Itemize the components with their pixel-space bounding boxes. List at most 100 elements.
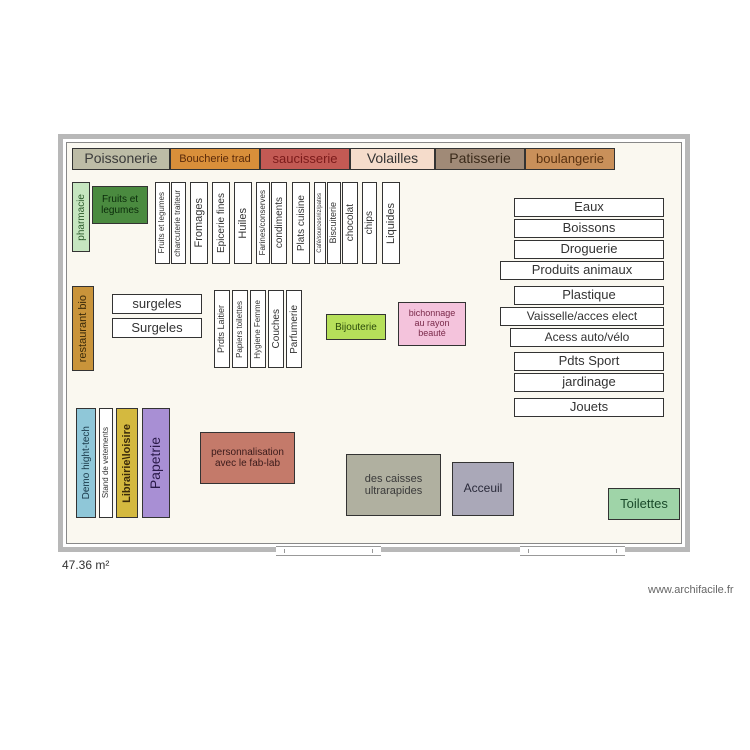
zone-prdts-laitier: Prdts Laitier [214, 290, 230, 368]
zone-farines: Farines/conserves [256, 182, 270, 264]
zone-label: charcuterie traiteur [174, 190, 183, 257]
zone-boulangerie: boulangerie [525, 148, 615, 170]
zone-label: Fruits et legumes [158, 192, 167, 253]
zone-label: Farines/conserves [259, 190, 268, 255]
zone-label: boulangerie [532, 150, 608, 168]
zone-surgeles1: surgeles [112, 294, 202, 314]
zone-patisserie: Patisserie [435, 148, 525, 170]
zone-label: Boucherie trad [175, 151, 255, 167]
zone-label: Patisserie [445, 149, 514, 168]
zone-label: Surgeles [127, 319, 186, 337]
zone-fablab: personnalisation avec le fab-lab [200, 432, 295, 484]
zone-label: Prdts Laitier [217, 305, 227, 353]
zone-label: condiments [274, 197, 285, 248]
area-label: 47.36 m² [62, 558, 109, 572]
zone-cafe: Café/sources/riz/pates [314, 182, 326, 264]
zone-boucherie: Boucherie trad [170, 148, 260, 170]
zone-label: Acess auto/vélo [541, 329, 634, 346]
zone-parfumerie: Parfumerie [286, 290, 302, 368]
zone-label: Liquides [385, 203, 397, 244]
zone-label: surgeles [128, 295, 185, 313]
zone-label: Librairie\loisire [121, 424, 133, 503]
zone-huiles: Huiles [234, 182, 252, 264]
zone-label: Boissons [559, 219, 620, 237]
zone-bijouterie: Bijouterie [326, 314, 386, 340]
door [276, 546, 381, 556]
zone-label: bichonnage au rayon beauté [399, 307, 465, 341]
zone-condiments: condiments [271, 182, 287, 264]
zone-acess-auto: Acess auto/vélo [510, 328, 664, 347]
zone-pharmacie: pharmacie [72, 182, 90, 252]
zone-librairie: Librairie\loisire [116, 408, 138, 518]
zone-label: chips [364, 211, 375, 234]
zone-label: restaurant bio [77, 295, 89, 362]
watermark: www.archifacile.fr [648, 584, 734, 596]
zone-label: Droguerie [556, 240, 621, 258]
zone-eaux: Eaux [514, 198, 664, 217]
zone-restaurant-bio: restaurant bio [72, 286, 94, 371]
zone-label: Biscuiterie [329, 202, 339, 244]
zone-caisses: des caisses ultrarapides [346, 454, 441, 516]
zone-label: Papetrie [148, 437, 163, 489]
zone-fromages: Fromages [190, 182, 208, 264]
zone-plats-cuisine: Plats cuisine [292, 182, 310, 264]
zone-label: Stand de vetements [102, 427, 111, 498]
zone-label: Epicerie fines [216, 193, 227, 253]
zone-couches: Couches [268, 290, 284, 368]
zone-label: Bijouterie [331, 320, 381, 335]
zone-toilettes: Toilettes [608, 488, 680, 520]
zone-demo-hightech: Demo hight-tech [76, 408, 96, 518]
zone-label: Jouets [566, 398, 612, 416]
zone-label: pharmacie [76, 194, 87, 241]
zone-vaisselle: Vaisselle/acces elect [500, 307, 664, 326]
zone-hygiene-femme: Hygiene Femme [250, 290, 266, 368]
zone-charcuterie: charcuterie traiteur [171, 182, 186, 264]
zone-label: Fromages [193, 198, 205, 248]
zone-acceuil: Acceuil [452, 462, 514, 516]
zone-papiers-toilettes: Papiers toilettes [232, 290, 248, 368]
zone-jardinage: jardinage [514, 373, 664, 392]
zone-stand-vetements: Stand de vetements [99, 408, 113, 518]
zone-label: Fruits et legumes [93, 192, 147, 218]
zone-bichonnage: bichonnage au rayon beauté [398, 302, 466, 346]
zone-plastique: Plastique [514, 286, 664, 305]
zone-label: Vaisselle/acces elect [523, 308, 642, 325]
zone-boissons: Boissons [514, 219, 664, 238]
zone-fruits-legumes-v: Fruits et legumes [155, 182, 170, 264]
zone-label: Toilettes [616, 495, 672, 513]
zone-label: Parfumerie [289, 305, 300, 354]
zone-biscuiterie: Biscuiterie [327, 182, 341, 264]
zone-label: personnalisation avec le fab-lab [201, 445, 294, 471]
zone-label: saucisserie [268, 150, 341, 168]
zone-fruits-legumes: Fruits et legumes [92, 186, 148, 224]
zone-label: Hygiene Femme [254, 300, 263, 359]
zone-label: Volailles [363, 149, 422, 168]
zone-label: Eaux [570, 198, 608, 216]
zone-label: jardinage [558, 373, 620, 391]
zone-chips: chips [362, 182, 377, 264]
zone-label: Couches [271, 309, 282, 348]
zone-label: des caisses ultrarapides [347, 471, 440, 499]
zone-saucisserie: saucisserie [260, 148, 350, 170]
zone-epicerie: Epicerie fines [212, 182, 230, 264]
zone-label: Demo hight-tech [81, 426, 92, 499]
zone-chocolat: chocolat [342, 182, 358, 264]
door [520, 546, 625, 556]
zone-produits-animaux: Produits animaux [500, 261, 664, 280]
zone-papetrie: Papetrie [142, 408, 170, 518]
zone-pdts-sport: Pdts Sport [514, 352, 664, 371]
zone-label: Plats cuisine [296, 195, 307, 251]
zone-label: Acceuil [460, 480, 507, 497]
zone-surgeles2: Surgeles [112, 318, 202, 338]
zone-label: Huiles [237, 208, 249, 239]
zone-label: Poissonerie [80, 149, 161, 168]
zone-label: Pdts Sport [555, 352, 624, 370]
zone-label: chocolat [345, 204, 356, 241]
zone-jouets: Jouets [514, 398, 664, 417]
zone-label: Café/sources/riz/pates [317, 193, 324, 253]
zone-liquides: Liquides [382, 182, 400, 264]
zone-droguerie: Droguerie [514, 240, 664, 259]
zone-volailles: Volailles [350, 148, 435, 170]
zone-label: Plastique [558, 286, 619, 304]
zone-poissonerie: Poissonerie [72, 148, 170, 170]
